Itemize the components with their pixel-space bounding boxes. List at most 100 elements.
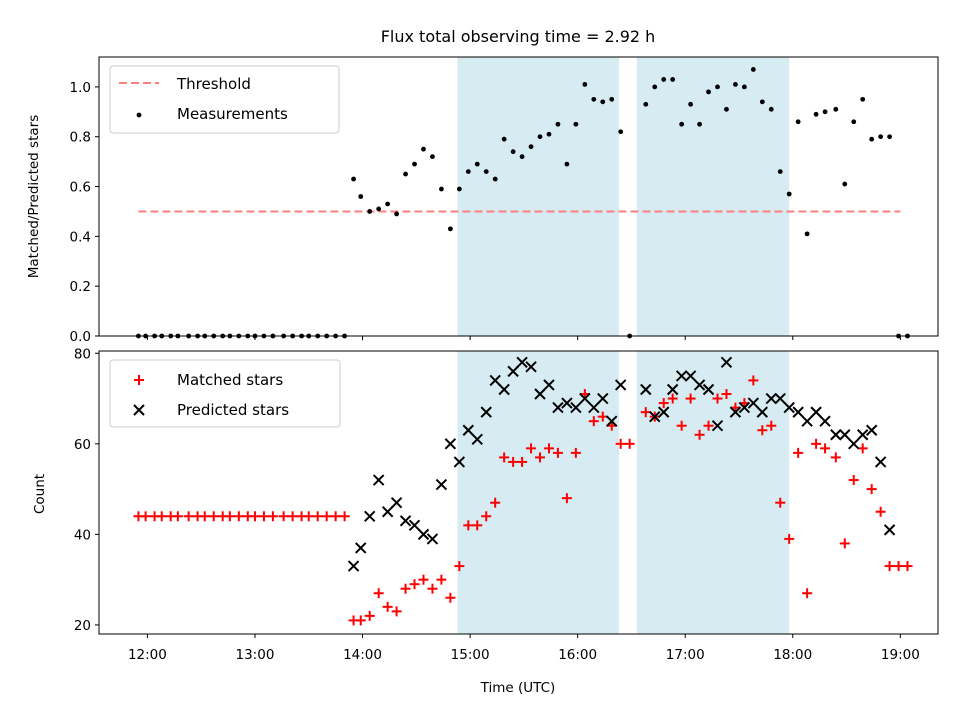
matched-star-point — [208, 511, 219, 522]
measurement-point — [768, 106, 774, 112]
predicted-star-point — [702, 383, 715, 396]
measurement-point — [447, 226, 453, 232]
matched-star-point — [409, 579, 420, 590]
matched-star-point — [793, 447, 804, 458]
measurement-point — [759, 99, 765, 105]
matched-star-point — [499, 452, 510, 463]
predicted-star-point — [417, 528, 430, 541]
predicted-star-point — [453, 456, 466, 468]
predicted-star-point — [874, 456, 887, 468]
measurement-point — [528, 144, 534, 150]
matched-star-point — [364, 610, 375, 621]
matched-star-point — [267, 511, 278, 522]
matched-star-point — [330, 511, 341, 522]
matched-star-point — [866, 484, 877, 495]
bottom-y-axis-label: Count — [32, 474, 48, 514]
top-x-axis-ticks — [146, 336, 901, 340]
predicted-star-point — [865, 424, 878, 436]
measurement-point — [795, 119, 801, 125]
matched-star-point — [820, 443, 831, 454]
matched-star-point — [339, 511, 350, 522]
matched-star-point — [766, 420, 777, 431]
bottom-x-tick-label: 12:00 — [128, 647, 167, 663]
measurement-point — [430, 154, 435, 160]
predicted-star-point — [675, 370, 688, 382]
matched-star-point — [893, 561, 904, 572]
matched-star-point — [624, 438, 635, 449]
bottom-x-tick-label: 15:00 — [451, 647, 490, 663]
matched-star-point — [884, 561, 895, 572]
measurement-point — [618, 129, 624, 135]
matched-star-point — [848, 475, 859, 486]
top-chart-title: Flux total observing time = 2.92 h — [381, 27, 656, 46]
predicted-star-point — [711, 420, 724, 432]
matched-star-point — [526, 443, 537, 454]
predicted-star-point — [720, 356, 733, 369]
measurement-point — [741, 84, 747, 90]
matched-star-point — [875, 506, 886, 517]
matched-star-point — [570, 447, 581, 458]
predicted-star-point — [498, 383, 510, 396]
measurement-point — [465, 169, 471, 174]
matched-star-point — [676, 420, 687, 431]
matched-star-point — [303, 511, 314, 522]
legend-predicted-swatch — [133, 404, 145, 416]
matched-star-point — [183, 511, 194, 522]
measurement-point — [510, 149, 516, 155]
top-y-tick-label: 0.8 — [70, 130, 91, 146]
matched-star-point — [508, 456, 519, 467]
measurement-point — [351, 176, 356, 182]
predicted-star-point — [729, 406, 742, 418]
matched-star-point — [902, 561, 913, 572]
measurement-point — [822, 109, 828, 115]
predicted-star-point — [747, 397, 760, 409]
predicted-star-point — [684, 370, 697, 382]
matched-star-point — [391, 606, 402, 617]
matched-star-point — [436, 574, 447, 585]
measurement-point — [483, 169, 489, 174]
top-legend-box — [109, 65, 340, 134]
measurement-point — [519, 154, 525, 160]
matched-star-point — [355, 615, 366, 626]
bottom-y-axis-ticks: 20 40 60 80 — [74, 346, 99, 634]
measurement-point — [733, 82, 738, 87]
bottom-x-tick-label: 18:00 — [773, 647, 812, 663]
matched-star-point — [588, 416, 599, 427]
matched-star-point — [463, 520, 474, 531]
matched-star-point — [615, 438, 626, 449]
matched-star-point — [172, 511, 183, 522]
predicted-star-point — [606, 415, 618, 427]
matched-star-point — [658, 398, 669, 409]
predicted-star-point — [810, 406, 822, 418]
measurement-point — [546, 131, 552, 137]
bottom-x-tick-label: 19:00 — [881, 647, 920, 663]
measurement-point — [661, 77, 667, 82]
predicted-star-point — [839, 429, 851, 441]
matched-star-point — [287, 511, 298, 522]
measurement-point — [439, 186, 444, 192]
matched-star-point — [258, 511, 269, 522]
matched-star-point — [224, 511, 235, 522]
matched-star-point — [802, 588, 813, 599]
bottom-legend: Matched stars Predicted stars — [109, 359, 341, 428]
predicted-star-point — [355, 542, 367, 554]
predicted-star-point — [525, 361, 537, 373]
predicted-star-point — [848, 438, 860, 450]
bottom-plot-frame — [98, 350, 939, 635]
measurement-point — [609, 96, 615, 102]
matched-star-point — [839, 538, 850, 549]
matched-star-point — [721, 389, 732, 400]
predicted-star-point — [347, 560, 360, 572]
predicted-star-point — [534, 388, 546, 400]
legend-predicted-label: Predicted stars — [177, 401, 289, 419]
measurement-point — [582, 82, 588, 87]
predicted-star-point — [480, 406, 492, 418]
matched-star-point — [427, 583, 438, 594]
matched-star-point — [445, 592, 456, 603]
measurement-point — [833, 106, 839, 112]
measurement-point — [786, 191, 792, 197]
predicted-star-point — [381, 506, 394, 518]
measurement-point — [878, 134, 884, 140]
predicted-star-point — [516, 356, 528, 369]
measurement-point — [813, 111, 819, 117]
